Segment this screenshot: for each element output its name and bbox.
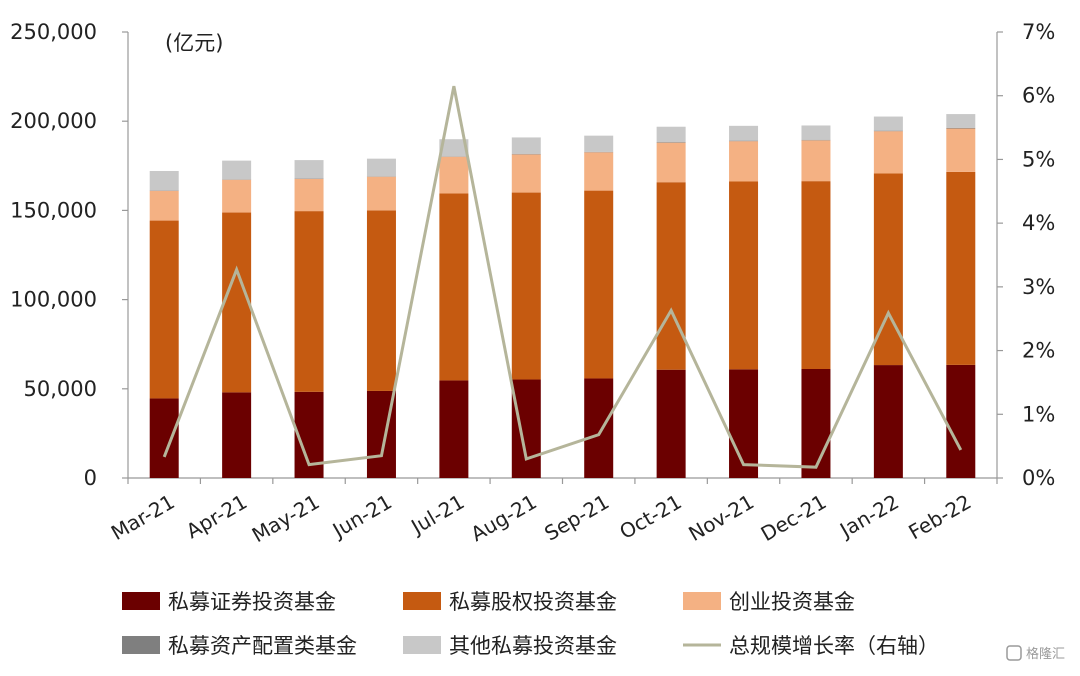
bar-segment [946,129,975,172]
x-tick-label: Aug-21 [467,490,541,547]
bar-segment [150,398,179,478]
watermark-text: 格隆汇 [1026,646,1065,662]
bar-segment [512,193,541,380]
bar-segment [874,117,903,131]
bar-segment [946,128,975,129]
bar-segment [150,191,179,221]
bar-segment [946,365,975,478]
bar-segment [367,159,396,177]
bar-segment [657,182,686,369]
x-tick-label: May-21 [248,490,324,548]
right-tick-label: 6% [1022,84,1055,108]
bar-segment [657,370,686,478]
bar-segment [512,137,541,154]
bar-segment [729,126,758,141]
x-tick-label: Feb-22 [904,490,975,545]
left-tick-label: 0 [84,466,97,490]
x-tick-label: Mar-21 [107,490,179,545]
axes-group [122,32,1003,484]
bars-group [150,114,976,478]
right-tick-label: 5% [1022,147,1055,171]
bar-segment [222,161,251,180]
bar-segment [657,127,686,142]
x-tick-label: Oct-21 [615,490,685,544]
bar-segment [295,160,324,178]
legend-label: 其他私募投资基金 [449,634,617,658]
right-tick-label: 3% [1022,275,1055,299]
legend-label: 私募资产配置类基金 [168,634,357,658]
bar-segment [874,131,903,173]
growth-rate-line [164,86,961,467]
unit-label: (亿元) [165,31,223,55]
bar-segment [295,211,324,392]
bar-segment [222,392,251,478]
bar-segment [439,193,468,380]
right-tick-label: 4% [1022,211,1055,235]
left-tick-label: 50,000 [24,377,97,401]
bar-segment [729,141,758,142]
bar-segment [729,181,758,369]
bar-segment [584,136,613,152]
watermark: 格隆汇 [1007,646,1065,662]
bar-segment [874,365,903,478]
bar-segment [222,213,251,393]
legend-swatch [122,592,160,610]
bar-segment [584,191,613,379]
legend-swatch [683,592,721,610]
x-tick-label: Jul-21 [405,490,468,540]
left-tick-label: 100,000 [10,288,97,312]
bar-segment [150,221,179,399]
bar-segment [367,210,396,391]
bar-segment [222,180,251,213]
bar-segment [657,142,686,143]
right-tick-label: 7% [1022,20,1055,44]
bar-segment [874,131,903,132]
legend-label: 私募证券投资基金 [168,590,336,614]
left-tick-label: 150,000 [10,198,97,222]
legend-label: 总规模增长率（右轴） [729,634,939,658]
x-tick-label: Jan-22 [834,490,903,544]
bar-segment [657,143,686,183]
x-tick-label: Sep-21 [540,490,613,546]
legend-label: 私募股权投资基金 [449,590,617,614]
bar-segment [946,172,975,365]
bar-segment [150,171,179,190]
bar-segment [512,380,541,478]
legend-swatch [122,636,160,654]
bar-segment [367,177,396,211]
bar-segment [439,157,468,194]
left-tick-label: 250,000 [10,20,97,44]
right-tick-label: 2% [1022,339,1055,363]
x-tick-label: Apr-21 [182,490,251,544]
bar-segment [946,114,975,128]
legend-label: 创业投资基金 [729,590,855,614]
legend-swatch [403,592,441,610]
x-tick-label: Jun-21 [327,490,396,544]
bar-segment [512,154,541,192]
left-tick-label: 200,000 [10,109,97,133]
bar-segment [801,181,830,369]
right-tick-label: 1% [1022,402,1055,426]
bar-segment [801,369,830,478]
bar-segment [801,140,830,141]
right-tick-label: 0% [1022,466,1055,490]
growth-line-group [164,86,961,467]
bar-segment [729,141,758,181]
bar-segment [801,125,830,139]
bar-segment [439,380,468,478]
x-tick-label: Nov-21 [684,490,758,546]
bar-segment [801,140,830,181]
watermark-logo-icon [1007,646,1021,660]
legend-swatch [403,636,441,654]
x-tick-label: Dec-21 [757,490,831,546]
bar-segment [584,152,613,190]
bar-segment [295,179,324,211]
bar-segment [584,378,613,478]
